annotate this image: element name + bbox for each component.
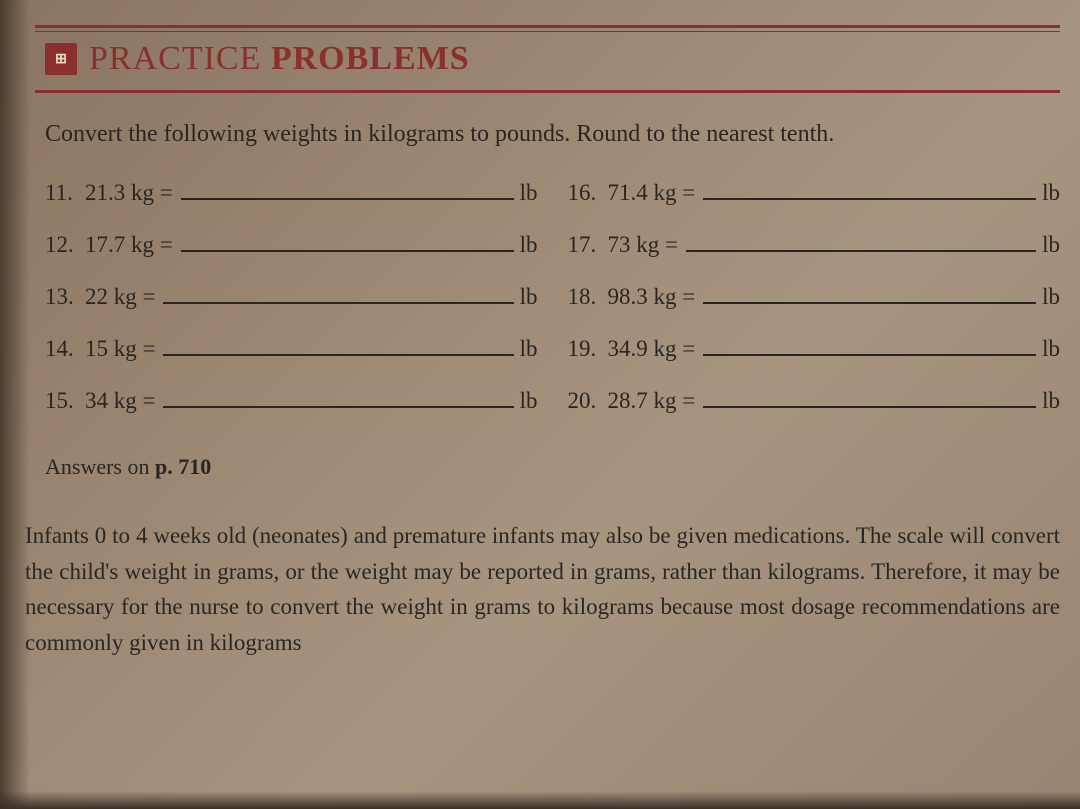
answer-blank (703, 336, 1036, 356)
problem-value: 73 kg = (608, 232, 678, 258)
problems-grid: 11. 21.3 kg = lb 16. 71.4 kg = lb 12. 17… (45, 180, 1060, 414)
body-paragraph: Infants 0 to 4 weeks old (neonates) and … (25, 518, 1060, 661)
problem-value: 98.3 kg = (608, 284, 696, 310)
page-shadow (0, 0, 30, 809)
title-bold: PROBLEMS (271, 40, 470, 77)
bottom-shadow (0, 791, 1080, 809)
problem-value: 34.9 kg = (608, 336, 696, 362)
problem-unit: lb (520, 336, 538, 362)
problem-unit: lb (1042, 388, 1060, 414)
problem-unit: lb (1042, 284, 1060, 310)
problem-value: 21.3 kg = (85, 180, 173, 206)
problem-number: 11. (45, 180, 77, 206)
title-light: PRACTICE (89, 40, 271, 77)
problem-unit: lb (1042, 232, 1060, 258)
problem-unit: lb (1042, 180, 1060, 206)
problem-number: 16. (568, 180, 600, 206)
problem-value: 28.7 kg = (608, 388, 696, 414)
problem-unit: lb (520, 284, 538, 310)
top-rule (35, 25, 1060, 32)
answers-page: p. 710 (155, 454, 211, 479)
problem-item: 19. 34.9 kg = lb (568, 336, 1061, 362)
answers-reference: Answers on p. 710 (45, 454, 1060, 480)
answer-blank (163, 388, 513, 408)
problem-unit: lb (1042, 336, 1060, 362)
problem-unit: lb (520, 180, 538, 206)
answer-blank (703, 284, 1036, 304)
problem-value: 34 kg = (85, 388, 155, 414)
problem-item: 15. 34 kg = lb (45, 388, 538, 414)
problem-item: 13. 22 kg = lb (45, 284, 538, 310)
answer-blank (686, 232, 1036, 252)
section-header: ⊞ PRACTICE PROBLEMS (45, 40, 1060, 78)
problem-number: 12. (45, 232, 77, 258)
answer-blank (163, 336, 513, 356)
problem-item: 20. 28.7 kg = lb (568, 388, 1061, 414)
practice-icon: ⊞ (45, 43, 77, 75)
section-title: PRACTICE PROBLEMS (89, 40, 470, 78)
problem-number: 18. (568, 284, 600, 310)
problem-value: 71.4 kg = (608, 180, 696, 206)
problem-item: 14. 15 kg = lb (45, 336, 538, 362)
problem-value: 15 kg = (85, 336, 155, 362)
problem-item: 18. 98.3 kg = lb (568, 284, 1061, 310)
problem-number: 20. (568, 388, 600, 414)
problem-number: 15. (45, 388, 77, 414)
problem-item: 11. 21.3 kg = lb (45, 180, 538, 206)
instruction-text: Convert the following weights in kilogra… (45, 121, 1060, 148)
problem-unit: lb (520, 388, 538, 414)
bottom-rule (35, 90, 1060, 93)
problem-unit: lb (520, 232, 538, 258)
answer-blank (181, 232, 514, 252)
icon-glyph: ⊞ (55, 51, 67, 68)
answer-blank (181, 180, 514, 200)
problem-item: 16. 71.4 kg = lb (568, 180, 1061, 206)
problem-item: 12. 17.7 kg = lb (45, 232, 538, 258)
problem-number: 17. (568, 232, 600, 258)
problem-number: 13. (45, 284, 77, 310)
problem-number: 14. (45, 336, 77, 362)
problem-number: 19. (568, 336, 600, 362)
answers-label: Answers on (45, 454, 155, 479)
answer-blank (163, 284, 513, 304)
answer-blank (703, 180, 1036, 200)
problem-value: 22 kg = (85, 284, 155, 310)
answer-blank (703, 388, 1036, 408)
problem-item: 17. 73 kg = lb (568, 232, 1061, 258)
problem-value: 17.7 kg = (85, 232, 173, 258)
